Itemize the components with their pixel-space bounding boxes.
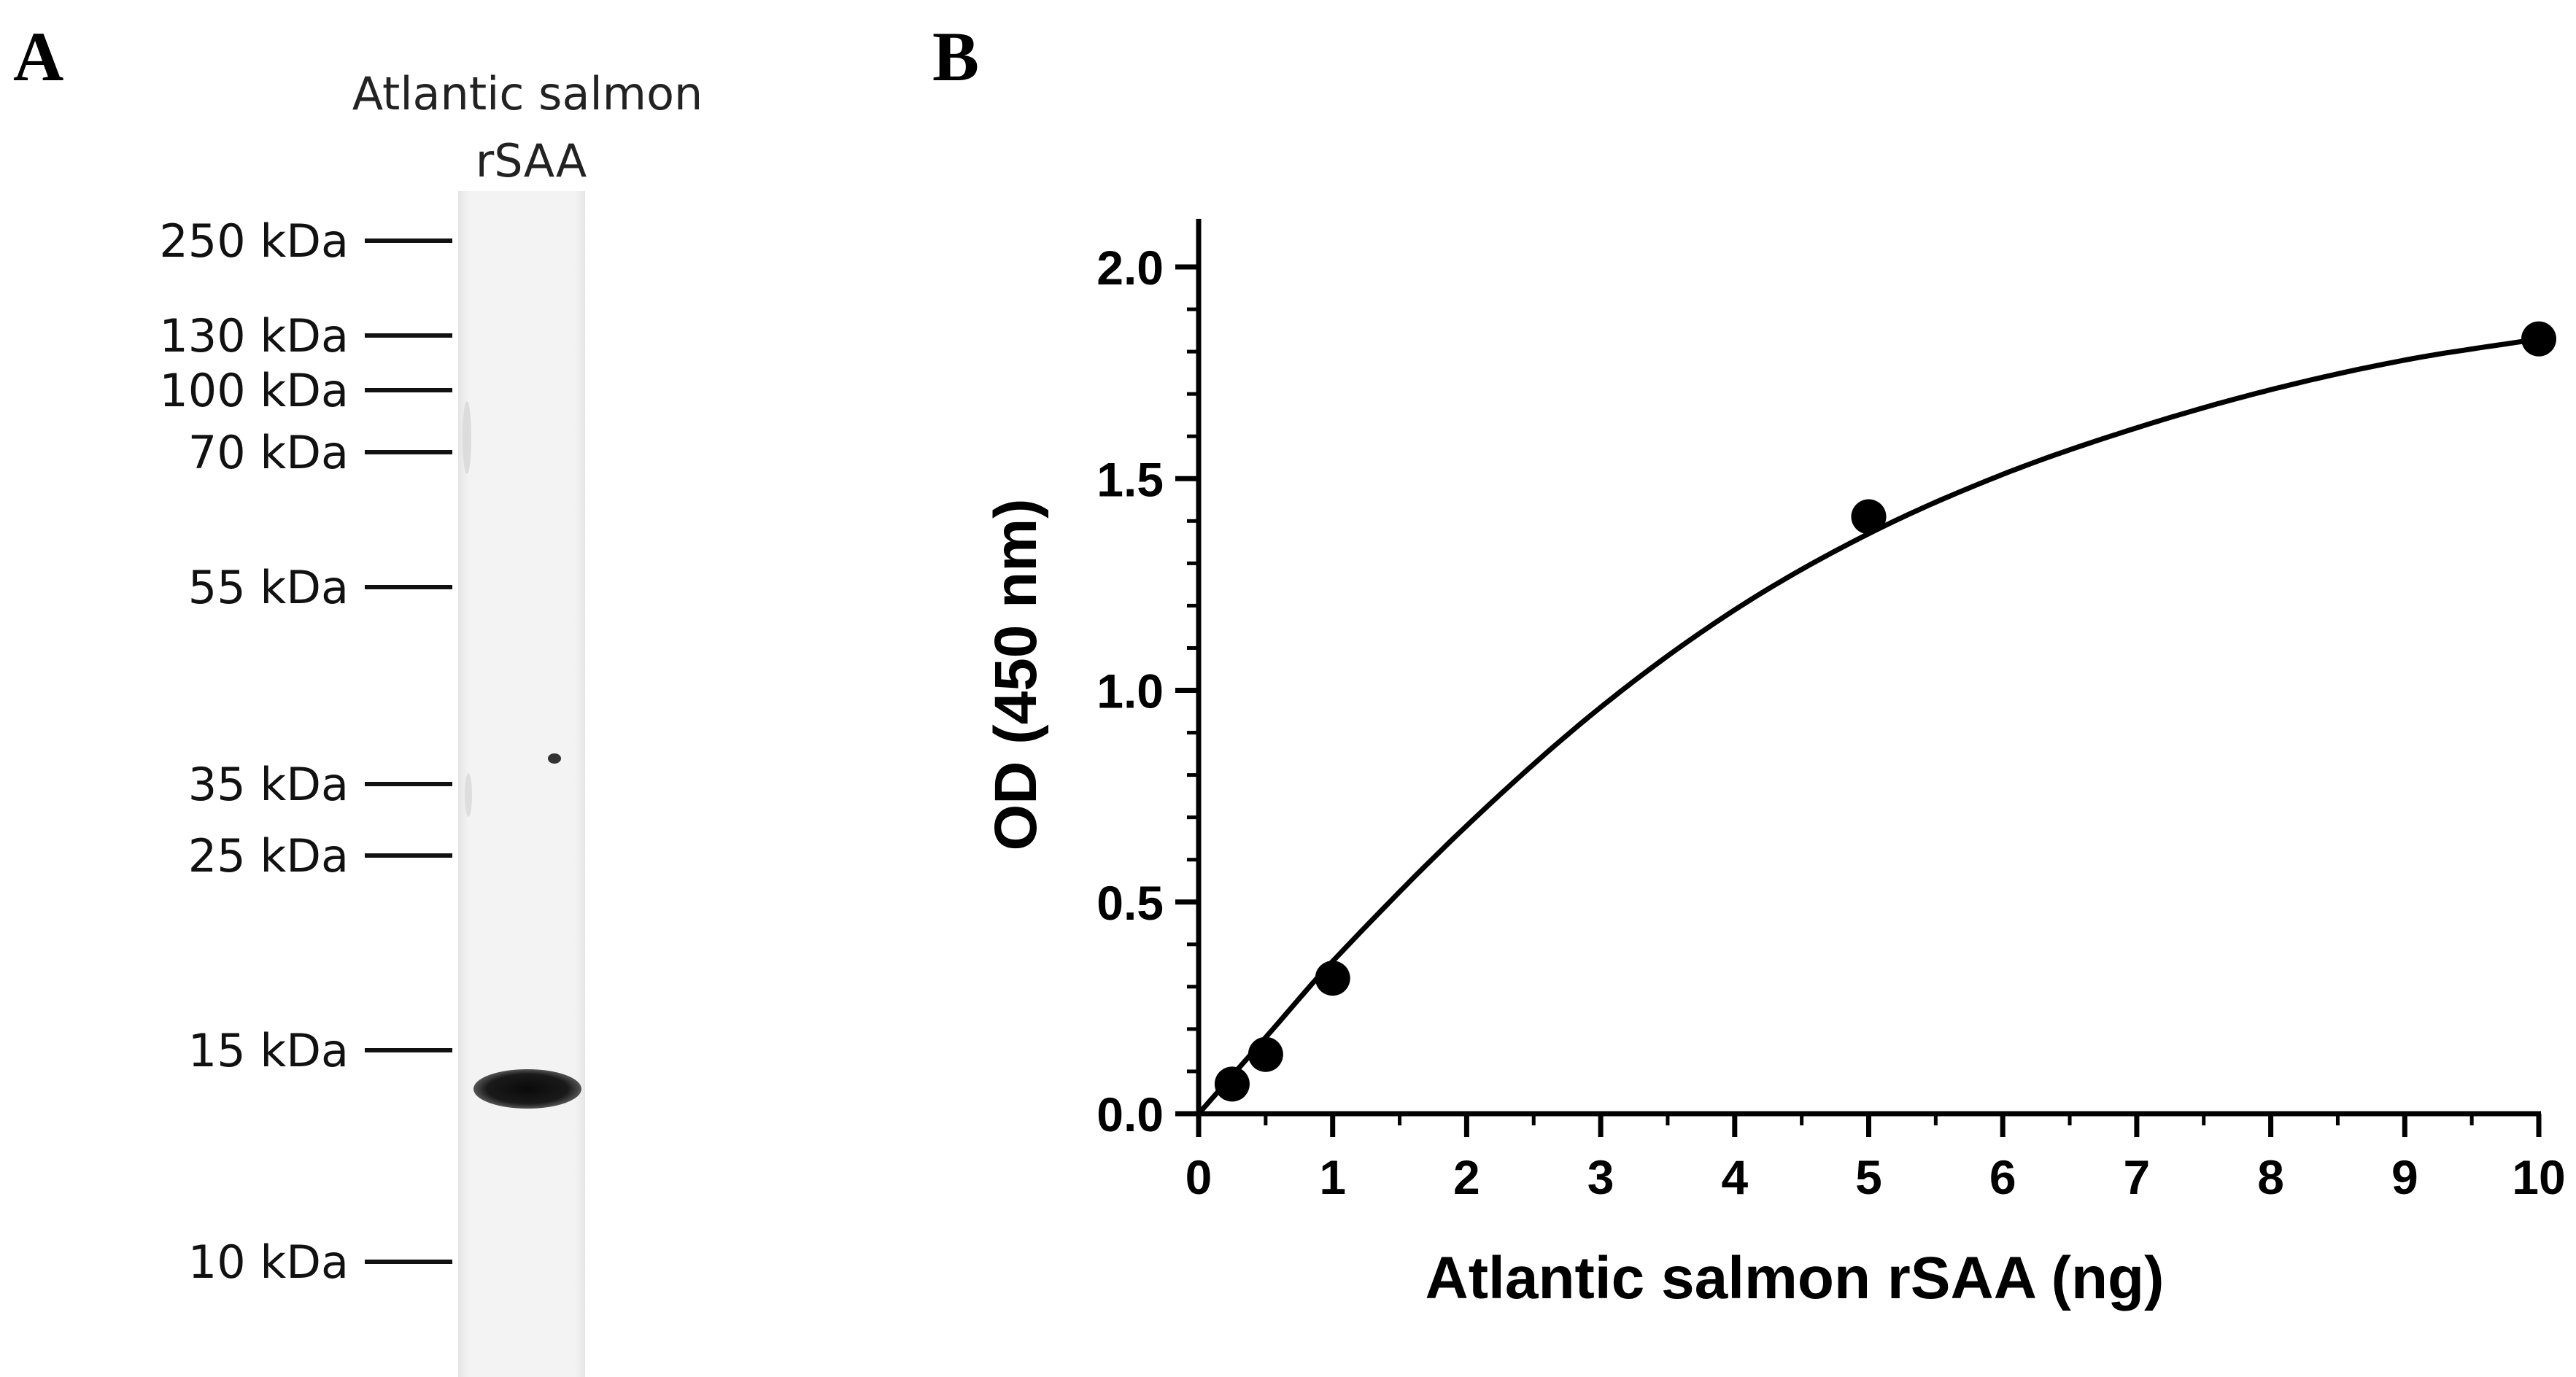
x-tick-label: 8 — [2257, 1150, 2284, 1204]
y-axis-title: OD (450 nm) — [983, 499, 1049, 851]
protein-band — [473, 1069, 581, 1109]
x-tick-label: 4 — [1721, 1150, 1748, 1204]
data-points — [1214, 321, 2556, 1102]
blot-speck — [548, 753, 561, 764]
x-axis-ticks: 0 1 2 3 4 5 6 7 8 9 10 — [1185, 1114, 2566, 1204]
x-tick-label: 3 — [1587, 1150, 1614, 1204]
marker-label: 25 kDa — [188, 829, 349, 883]
y-tick-label: 2.0 — [1096, 241, 1164, 295]
y-tick-label: 1.0 — [1096, 664, 1164, 718]
x-tick-label: 6 — [1989, 1150, 2016, 1204]
x-tick-label: 10 — [2512, 1150, 2565, 1204]
marker-label: 35 kDa — [188, 758, 349, 811]
lane-title-line1: Atlantic salmon — [352, 67, 703, 120]
axes: 0.0 0.5 1.0 1.5 2.0 0 1 2 3 4 5 6 7 8 9 10 — [1096, 219, 2566, 1204]
y-tick-label: 1.5 — [1096, 452, 1164, 506]
x-tick-label: 7 — [2124, 1150, 2151, 1204]
x-tick-label: 2 — [1453, 1150, 1480, 1204]
data-point — [2521, 321, 2556, 357]
x-tick-label: 1 — [1319, 1150, 1346, 1204]
marker-label: 100 kDa — [159, 364, 349, 417]
marker-label: 70 kDa — [188, 426, 349, 479]
panel-b-letter: B — [932, 18, 979, 96]
panel-a-letter: A — [13, 18, 63, 96]
x-tick-label: 0 — [1185, 1150, 1212, 1204]
blot-lane — [458, 191, 585, 1377]
fit-curve — [1196, 336, 2540, 1116]
lane-edge-smudge — [463, 401, 471, 474]
panel-a-western-blot: A Atlantic salmon rSAA 250 kDa 130 kDa100… — [13, 18, 703, 1377]
y-axis-ticks: 0.0 0.5 1.0 1.5 2.0 — [1096, 241, 1199, 1141]
data-point — [1248, 1036, 1283, 1072]
data-point — [1851, 499, 1887, 535]
panel-b-standard-curve: B 0.0 0.5 1.0 1.5 2.0 0 1 2 3 4 5 6 7 8 9 10 Atlantic … — [932, 18, 2566, 1311]
lane-title-line2: rSAA — [476, 134, 587, 187]
marker-label: 250 kDa — [159, 214, 349, 268]
x-tick-label: 5 — [1855, 1150, 1882, 1204]
x-tick-label: 9 — [2391, 1150, 2418, 1204]
x-axis-title: Atlantic salmon rSAA (ng) — [1426, 1245, 2165, 1311]
data-point — [1214, 1066, 1250, 1102]
marker-label: 10 kDa — [188, 1236, 349, 1289]
marker-label: 130 kDa — [159, 309, 349, 362]
y-tick-label: 0.0 — [1096, 1087, 1164, 1141]
lane-edge-smudge — [465, 773, 472, 817]
marker-label: 15 kDa — [188, 1024, 349, 1077]
y-tick-label: 0.5 — [1096, 876, 1164, 930]
data-point — [1315, 961, 1350, 996]
plot-area — [1196, 321, 2556, 1116]
marker-label: 55 kDa — [188, 561, 349, 614]
